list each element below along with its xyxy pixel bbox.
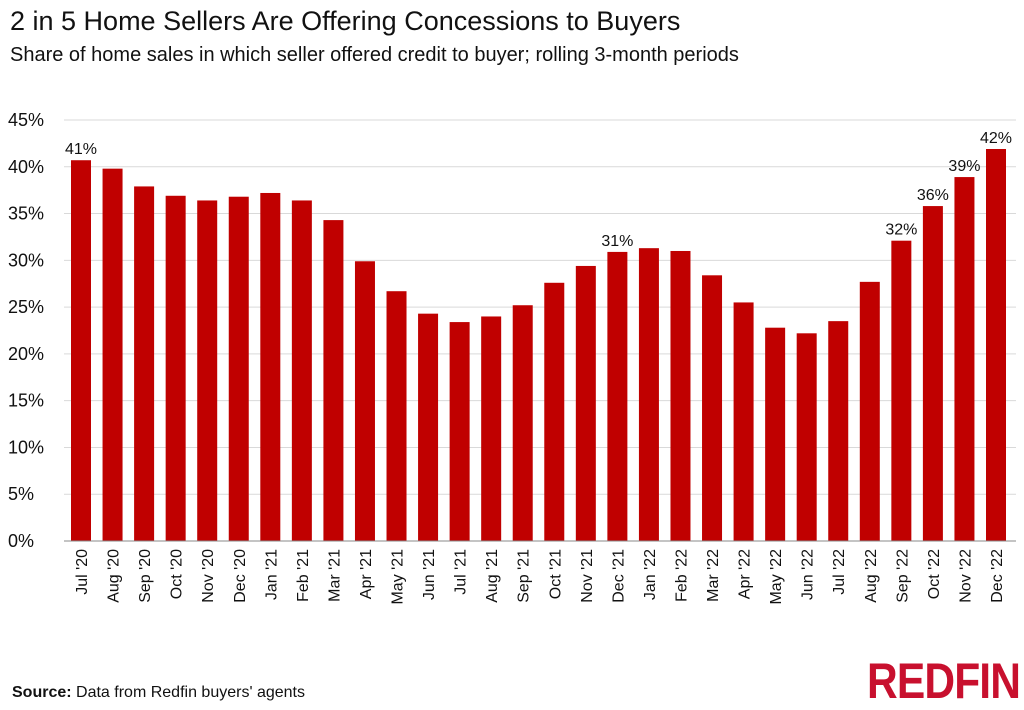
x-tick-label: Dec '21	[610, 549, 627, 603]
y-tick-label: 35%	[8, 204, 44, 224]
bar	[71, 160, 91, 541]
x-tick-label: Oct '21	[547, 549, 564, 599]
x-tick-label: Apr '22	[737, 549, 754, 599]
y-tick-label: 30%	[8, 250, 44, 270]
bar	[228, 196, 249, 541]
y-tick-label: 40%	[8, 157, 44, 177]
bar	[512, 305, 533, 541]
bar	[986, 149, 1006, 541]
x-tick-label: Jun '22	[800, 549, 817, 600]
y-tick-label: 45%	[8, 110, 44, 130]
x-tick-label: Oct '20	[169, 549, 186, 599]
x-tick-label: Jan '22	[642, 549, 659, 600]
bar	[481, 316, 502, 541]
bar	[575, 265, 596, 541]
bar	[386, 291, 407, 541]
bar	[291, 200, 312, 542]
x-tick-label: Nov '21	[579, 549, 596, 603]
x-tick-label: Jan '21	[263, 549, 280, 600]
x-tick-label: Sep '22	[894, 549, 911, 603]
redfin-logo: REDFIN	[866, 653, 1021, 709]
y-tick-label: 5%	[8, 484, 34, 504]
y-tick-label: 0%	[8, 531, 34, 551]
bar	[765, 327, 786, 541]
chart-subtitle: Share of home sales in which seller offe…	[10, 44, 739, 66]
data-label: 31%	[601, 233, 633, 250]
x-tick-label: Apr '21	[358, 549, 375, 599]
bar-chart: 0% 5% 10% 15% 20% 25% 30% 35% 40% 45% 41% Jul '20 Au…	[8, 110, 1016, 605]
bar	[828, 321, 849, 541]
x-tick-label: Sep '21	[516, 549, 533, 603]
bar	[102, 168, 123, 541]
bar	[165, 195, 186, 541]
bar	[134, 186, 155, 541]
x-tick-label: Jun '21	[421, 549, 438, 600]
bar	[702, 275, 723, 541]
bar	[796, 333, 817, 541]
x-tick-label: Jul '21	[453, 549, 470, 595]
x-tick-label: Sep '20	[137, 549, 154, 603]
bar	[891, 240, 912, 542]
bar	[197, 200, 218, 542]
bar	[954, 177, 975, 541]
bar	[670, 250, 691, 541]
x-tick-label: Aug '20	[106, 549, 123, 603]
bar	[354, 261, 375, 541]
y-tick-label: 15%	[8, 391, 44, 411]
source-note: Source: Data from Redfin buyers' agents	[12, 684, 305, 702]
source-label: Source:	[12, 684, 72, 701]
bar	[733, 302, 754, 541]
x-tick-label: Jul '20	[74, 549, 91, 595]
source-text: Data from Redfin buyers' agents	[76, 684, 305, 701]
x-tick-label: May '21	[390, 549, 407, 605]
x-tick-label: Aug '22	[863, 549, 880, 603]
bar	[260, 192, 281, 541]
y-tick-label: 20%	[8, 344, 44, 364]
x-tick-label: Nov '20	[200, 549, 217, 603]
x-tick-label: Feb '21	[295, 549, 312, 602]
data-label: 32%	[885, 222, 917, 239]
bar	[638, 248, 659, 541]
bar	[922, 206, 943, 541]
y-tick-label: 10%	[8, 437, 44, 457]
bar	[449, 322, 470, 541]
bar	[544, 282, 565, 541]
y-tick-label: 25%	[8, 297, 44, 317]
x-tick-label: Dec '20	[232, 549, 249, 603]
bar	[607, 251, 628, 541]
chart-title: 2 in 5 Home Sellers Are Offering Concess…	[10, 6, 681, 36]
data-label: 39%	[948, 158, 980, 175]
bar	[859, 281, 880, 541]
x-tick-label: Mar '21	[326, 549, 343, 602]
x-tick-label: Jul '22	[831, 549, 848, 595]
data-label: 41%	[65, 141, 97, 158]
x-tick-label: May '22	[768, 549, 785, 605]
x-tick-label: Feb '22	[673, 549, 690, 602]
x-tick-label: Dec '22	[989, 549, 1006, 603]
x-tick-label: Oct '22	[926, 549, 943, 599]
bar	[418, 313, 439, 541]
x-tick-label: Mar '22	[705, 549, 722, 602]
x-tick-label: Aug '21	[484, 549, 501, 603]
data-label: 36%	[917, 187, 949, 204]
x-tick-label: Nov '22	[957, 549, 974, 603]
data-label: 42%	[980, 130, 1012, 147]
bar	[323, 220, 344, 542]
